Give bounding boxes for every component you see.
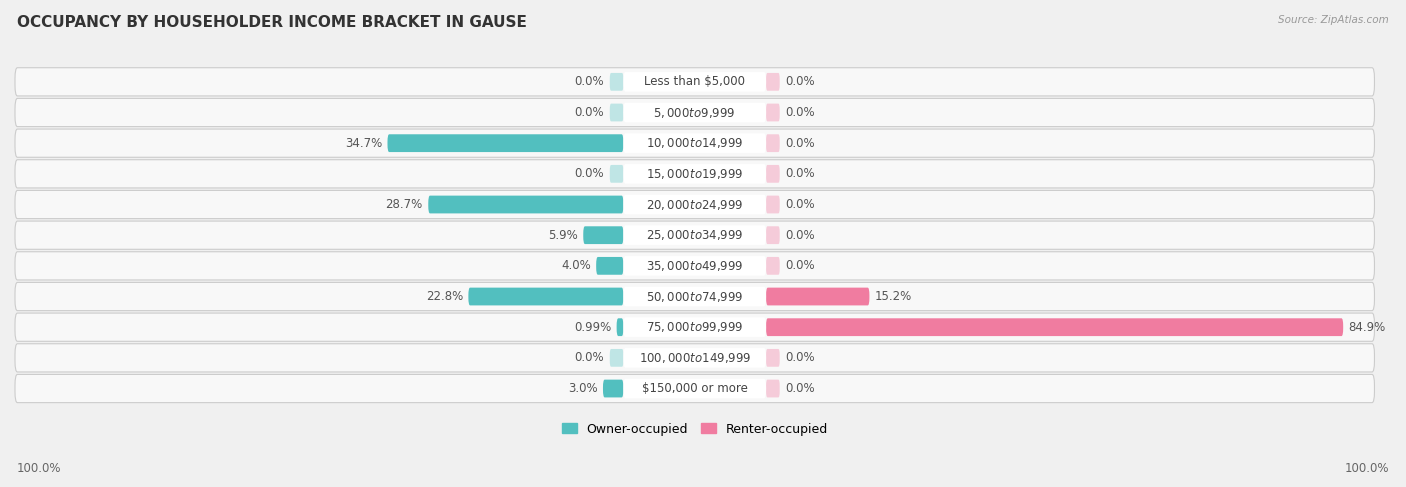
Text: 22.8%: 22.8% [426, 290, 463, 303]
FancyBboxPatch shape [623, 348, 766, 368]
Text: $100,000 to $149,999: $100,000 to $149,999 [638, 351, 751, 365]
Text: Less than $5,000: Less than $5,000 [644, 75, 745, 88]
Text: 34.7%: 34.7% [344, 137, 382, 150]
Text: 100.0%: 100.0% [17, 462, 62, 475]
FancyBboxPatch shape [766, 380, 780, 397]
FancyBboxPatch shape [15, 252, 1375, 280]
Text: $35,000 to $49,999: $35,000 to $49,999 [645, 259, 744, 273]
Text: 0.0%: 0.0% [785, 168, 814, 180]
Text: 0.99%: 0.99% [574, 320, 612, 334]
Text: 0.0%: 0.0% [785, 106, 814, 119]
Text: 0.0%: 0.0% [575, 75, 605, 88]
Text: 0.0%: 0.0% [785, 260, 814, 272]
Text: Source: ZipAtlas.com: Source: ZipAtlas.com [1278, 15, 1389, 25]
FancyBboxPatch shape [623, 72, 766, 92]
FancyBboxPatch shape [15, 160, 1375, 188]
Text: $20,000 to $24,999: $20,000 to $24,999 [645, 198, 744, 211]
Text: 84.9%: 84.9% [1348, 320, 1386, 334]
FancyBboxPatch shape [429, 196, 623, 213]
Text: 100.0%: 100.0% [1344, 462, 1389, 475]
Text: 0.0%: 0.0% [785, 382, 814, 395]
Text: 5.9%: 5.9% [548, 229, 578, 242]
FancyBboxPatch shape [603, 380, 623, 397]
FancyBboxPatch shape [610, 104, 623, 121]
FancyBboxPatch shape [15, 68, 1375, 96]
FancyBboxPatch shape [596, 257, 623, 275]
FancyBboxPatch shape [610, 165, 623, 183]
Text: 3.0%: 3.0% [568, 382, 598, 395]
Text: 0.0%: 0.0% [575, 106, 605, 119]
FancyBboxPatch shape [766, 288, 869, 305]
FancyBboxPatch shape [15, 98, 1375, 127]
FancyBboxPatch shape [468, 288, 623, 305]
FancyBboxPatch shape [623, 318, 766, 337]
Text: 28.7%: 28.7% [385, 198, 423, 211]
FancyBboxPatch shape [766, 349, 780, 367]
FancyBboxPatch shape [15, 282, 1375, 311]
Text: $10,000 to $14,999: $10,000 to $14,999 [645, 136, 744, 150]
Text: $75,000 to $99,999: $75,000 to $99,999 [645, 320, 744, 334]
FancyBboxPatch shape [766, 165, 780, 183]
Text: 0.0%: 0.0% [575, 351, 605, 364]
FancyBboxPatch shape [766, 196, 780, 213]
FancyBboxPatch shape [15, 313, 1375, 341]
FancyBboxPatch shape [766, 73, 780, 91]
Text: 0.0%: 0.0% [785, 75, 814, 88]
Text: 0.0%: 0.0% [785, 351, 814, 364]
Text: 0.0%: 0.0% [575, 168, 605, 180]
FancyBboxPatch shape [610, 73, 623, 91]
Text: $150,000 or more: $150,000 or more [641, 382, 748, 395]
FancyBboxPatch shape [583, 226, 623, 244]
Text: 0.0%: 0.0% [785, 137, 814, 150]
FancyBboxPatch shape [15, 221, 1375, 249]
FancyBboxPatch shape [766, 134, 780, 152]
Legend: Owner-occupied, Renter-occupied: Owner-occupied, Renter-occupied [557, 417, 832, 441]
Text: 4.0%: 4.0% [561, 260, 591, 272]
FancyBboxPatch shape [623, 225, 766, 245]
FancyBboxPatch shape [15, 375, 1375, 403]
FancyBboxPatch shape [766, 104, 780, 121]
FancyBboxPatch shape [623, 287, 766, 306]
FancyBboxPatch shape [623, 103, 766, 122]
FancyBboxPatch shape [617, 318, 623, 336]
FancyBboxPatch shape [623, 195, 766, 214]
FancyBboxPatch shape [623, 164, 766, 184]
FancyBboxPatch shape [623, 256, 766, 276]
Text: $15,000 to $19,999: $15,000 to $19,999 [645, 167, 744, 181]
Text: 15.2%: 15.2% [875, 290, 912, 303]
Text: OCCUPANCY BY HOUSEHOLDER INCOME BRACKET IN GAUSE: OCCUPANCY BY HOUSEHOLDER INCOME BRACKET … [17, 15, 527, 30]
Text: $50,000 to $74,999: $50,000 to $74,999 [645, 289, 744, 303]
Text: 0.0%: 0.0% [785, 198, 814, 211]
FancyBboxPatch shape [623, 133, 766, 153]
FancyBboxPatch shape [15, 129, 1375, 157]
FancyBboxPatch shape [766, 226, 780, 244]
FancyBboxPatch shape [623, 379, 766, 398]
Text: $5,000 to $9,999: $5,000 to $9,999 [654, 106, 735, 119]
Text: $25,000 to $34,999: $25,000 to $34,999 [645, 228, 744, 242]
FancyBboxPatch shape [766, 318, 1343, 336]
FancyBboxPatch shape [610, 349, 623, 367]
FancyBboxPatch shape [388, 134, 623, 152]
Text: 0.0%: 0.0% [785, 229, 814, 242]
FancyBboxPatch shape [766, 257, 780, 275]
FancyBboxPatch shape [15, 190, 1375, 219]
FancyBboxPatch shape [15, 344, 1375, 372]
